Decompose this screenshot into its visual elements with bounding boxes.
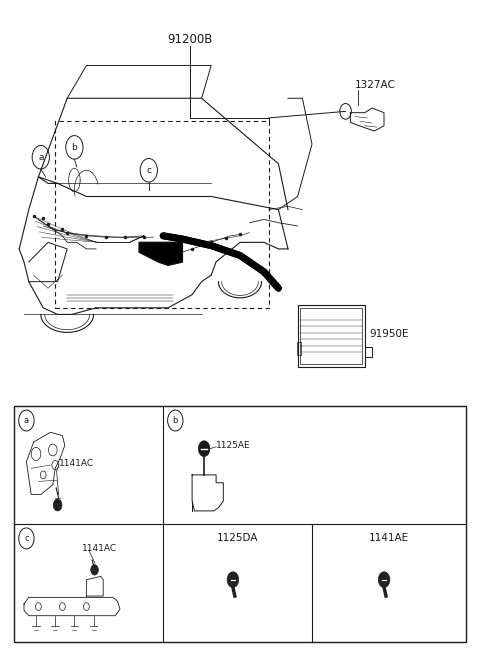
Circle shape (91, 565, 98, 575)
Text: b: b (72, 143, 77, 152)
Polygon shape (139, 242, 182, 265)
Text: 91950E: 91950E (370, 329, 409, 339)
Bar (0, 0, 480, 413)
Text: 1141AE: 1141AE (369, 533, 409, 544)
Bar (298, 305, 365, 367)
Text: 1125DA: 1125DA (217, 533, 259, 544)
Text: b: b (173, 416, 178, 425)
Bar (297, 342, 301, 355)
Text: 91200B: 91200B (167, 33, 212, 46)
Text: a: a (24, 416, 29, 425)
Text: 1125AE: 1125AE (216, 441, 251, 450)
Text: 1141AC: 1141AC (82, 544, 117, 553)
Text: a: a (38, 153, 44, 162)
Circle shape (378, 572, 390, 588)
Text: 1327AC: 1327AC (355, 80, 396, 90)
Text: c: c (146, 166, 151, 175)
Circle shape (53, 499, 62, 511)
Circle shape (198, 441, 210, 457)
Bar (300, 308, 362, 364)
Bar (14, 406, 466, 642)
Bar (55, 121, 269, 308)
Text: c: c (24, 534, 29, 543)
Text: 1141AC: 1141AC (59, 458, 94, 468)
Circle shape (227, 572, 239, 588)
